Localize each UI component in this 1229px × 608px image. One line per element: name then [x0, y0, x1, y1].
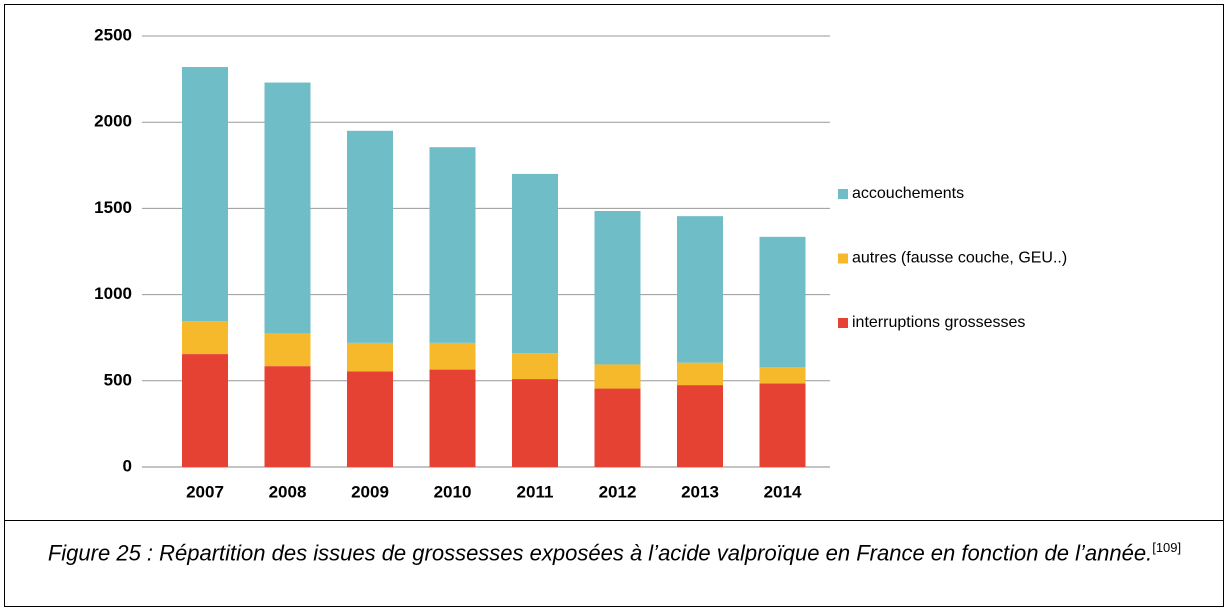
legend-swatch [838, 318, 848, 328]
bar-segment [429, 147, 476, 343]
bar-segment [594, 388, 641, 467]
x-tick-label: 2008 [269, 482, 307, 501]
x-tick-label: 2011 [517, 482, 554, 501]
y-tick-label: 500 [104, 370, 132, 389]
y-tick-label: 2000 [94, 112, 132, 131]
y-tick-label: 2500 [94, 25, 132, 44]
y-tick-label: 1000 [94, 284, 132, 303]
bar-segment [677, 216, 723, 363]
x-tick-label: 2012 [599, 482, 637, 501]
frame [4, 4, 1224, 607]
bar-segment [264, 333, 311, 367]
bar-segment [182, 67, 228, 322]
bar-segment [512, 379, 558, 467]
bar-segment [347, 130, 393, 343]
y-tick-label: 1500 [94, 198, 132, 217]
bar-segment [512, 173, 558, 354]
bar-segment [512, 353, 558, 380]
bar-segment [677, 362, 723, 386]
y-tick-label: 0 [123, 456, 132, 475]
bar-segment [429, 369, 476, 467]
bar-segment [759, 383, 806, 467]
x-tick-label: 2010 [434, 482, 472, 501]
bar-segment [347, 342, 393, 372]
x-tick-label: 2007 [186, 482, 224, 501]
legend-swatch [838, 189, 848, 199]
legend-label: interruptions grossesses [852, 314, 1025, 331]
bar-segment [759, 367, 806, 384]
legend-swatch [838, 253, 848, 264]
bar-segment [677, 385, 723, 467]
x-tick-label: 2014 [764, 482, 802, 501]
legend-label: accouchements [852, 185, 964, 202]
bar-segment [347, 371, 393, 467]
legend-label: autres (fausse couche, GEU..) [852, 250, 1067, 267]
bar-segment [594, 210, 641, 365]
caption: Figure 25 : Répartition des issues de gr… [10, 532, 1219, 569]
bar-segment [429, 342, 476, 370]
x-tick-label: 2009 [351, 482, 389, 501]
caption-ref: [109] [1152, 540, 1182, 555]
bar-segment [264, 366, 311, 467]
x-tick-label: 2013 [681, 482, 719, 501]
bar-segment [594, 364, 641, 389]
bar-segment [182, 354, 228, 467]
bar-segment [759, 236, 806, 368]
caption-text: Figure 25 : Répartition des issues de gr… [47, 540, 1153, 566]
bar-segment [182, 321, 228, 355]
bar-segment [264, 82, 311, 334]
